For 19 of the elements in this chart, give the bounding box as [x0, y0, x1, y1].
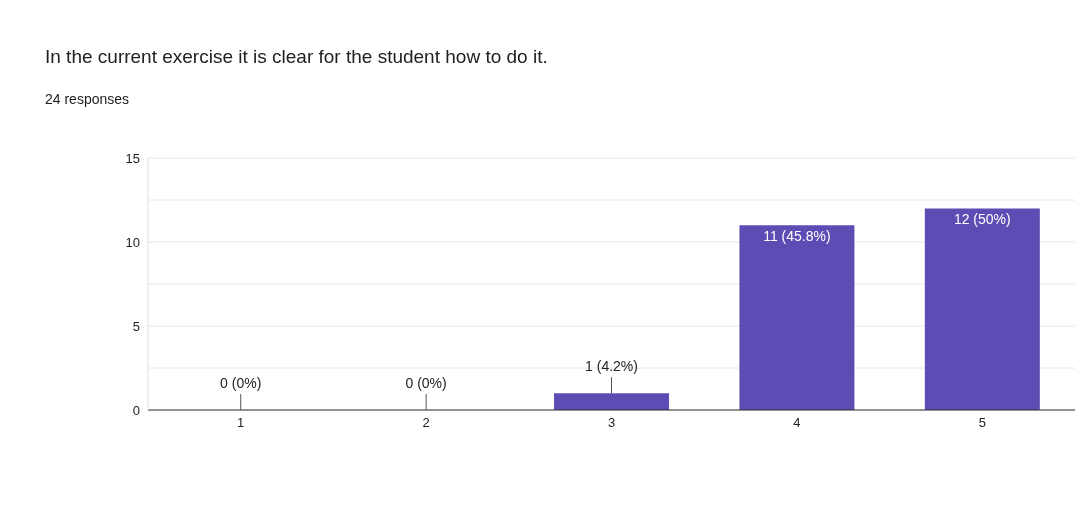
x-tick-label: 2: [422, 415, 430, 431]
chart-subtitle: 24 responses: [45, 91, 130, 107]
data-label: 1 (4.2%): [585, 358, 638, 375]
data-label: 12 (50%): [953, 211, 1011, 228]
bar: [739, 225, 855, 410]
x-tick-label: 3: [607, 415, 616, 431]
y-tick-label: 10: [125, 234, 140, 250]
chart-title: In the current exercise it is clear for the student how to do it.: [45, 46, 548, 68]
bar: [554, 393, 670, 410]
x-tick-label: 4: [793, 415, 801, 431]
bar: [924, 208, 1040, 410]
data-label: 11 (45.8%): [763, 228, 831, 245]
x-tick-label: 1: [237, 415, 245, 431]
y-tick-label: 15: [125, 150, 140, 166]
data-label: 0 (0%): [405, 374, 447, 391]
data-label: 0 (0%): [220, 374, 262, 391]
y-tick-label: 0: [132, 402, 140, 418]
x-tick-label: 5: [978, 415, 986, 431]
y-tick-label: 5: [132, 318, 140, 334]
